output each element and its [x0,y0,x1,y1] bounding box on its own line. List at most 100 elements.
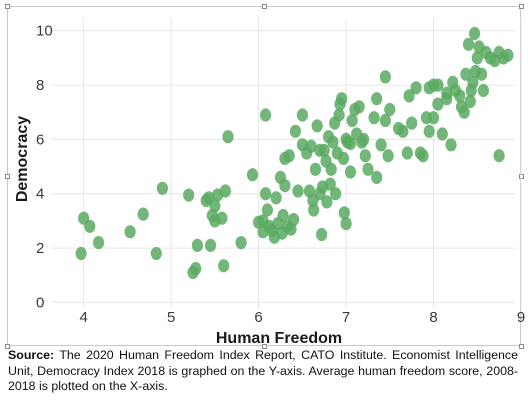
data-points [75,26,514,280]
scatter-point [397,124,409,138]
x-axis-title: Human Freedom [216,330,342,346]
scatter-point [216,211,228,225]
scatter-point [375,138,387,152]
scatter-point [277,208,289,223]
scatter-point [476,67,488,81]
scatter-point [441,92,453,106]
scatter-chart: 0 2 4 6 8 10 4 5 6 7 8 9 Human Freedom Democracy [14,18,526,346]
y-tick-label: 8 [36,77,44,94]
resize-handle-bottom-right[interactable] [519,344,524,349]
scatter-point [379,113,391,127]
scatter-point [260,187,272,201]
scatter-point [469,26,481,41]
scatter-point [346,113,358,127]
scatter-point [417,149,429,163]
scatter-point [344,136,357,151]
scatter-point [336,92,348,106]
scatter-point [209,199,221,213]
scatter-point [75,246,87,261]
y-tick-label: 10 [36,23,53,40]
scatter-point [292,184,304,198]
scatter-point [305,139,317,153]
scatter-point [410,81,422,95]
scatter-point [270,191,282,205]
scatter-point [403,89,415,103]
scatter-point [222,130,234,144]
scatter-point [316,227,328,242]
scatter-point [477,83,489,98]
scatter-point [325,162,337,176]
scatter-point [362,162,374,176]
scatter-point [462,37,475,51]
scatter-point [353,100,365,114]
scatter-point [311,119,323,133]
x-tick-label: 8 [429,309,437,326]
scatter-point [406,116,418,130]
scatter-point [246,168,259,182]
gridlines [52,18,522,308]
scatter-point [204,238,217,252]
scatter-point [124,225,136,239]
scatter-point [471,51,483,65]
scatter-point [327,135,339,149]
scatter-point [368,111,380,125]
y-tick-label: 6 [36,131,44,148]
scatter-point [371,170,383,184]
x-tick-labels: 4 5 6 7 8 9 [80,309,526,326]
scatter-point [321,195,333,209]
scatter-point [458,105,470,119]
scatter-point [333,108,345,122]
scatter-point [296,108,308,122]
scatter-point [432,97,444,111]
scatter-point [401,146,413,160]
scatter-point [467,75,479,89]
y-tick-label: 0 [36,294,44,311]
y-tick-label: 2 [36,240,44,257]
caption-label: Source: [8,348,55,362]
scatter-point [93,236,105,250]
scatter-point [150,246,162,261]
scatter-point [384,102,396,117]
scatter-point [288,213,300,227]
scatter-point [423,124,435,138]
scatter-point [454,89,466,103]
scatter-point [493,149,505,163]
scatter-point [460,67,472,81]
scatter-point [309,162,322,176]
scatter-point [191,238,203,252]
resize-handle-top-left[interactable] [5,4,10,9]
scatter-point [379,70,391,84]
scatter-point [190,261,202,276]
x-tick-label: 7 [342,309,350,326]
resize-handle-top-center[interactable] [262,4,267,9]
scatter-point [235,236,247,250]
scatter-point [502,48,514,62]
scatter-point [156,181,168,195]
caption-text: The 2020 Human Freedom Index Report, CAT… [8,348,518,393]
scatter-point [445,138,457,152]
resize-handle-bottom-left[interactable] [5,344,10,349]
scatter-point [330,187,342,201]
scatter-point [337,151,350,165]
scatter-point [371,92,383,106]
scatter-point [261,203,273,217]
scatter-point [289,124,301,138]
scatter-point [84,219,96,233]
scatter-point [344,165,357,179]
resize-handle-bottom-center[interactable] [262,344,267,349]
scatter-point [318,143,330,157]
scatter-point [283,149,295,163]
y-tick-label: 4 [36,186,44,203]
source-caption: Source: The 2020 Human Freedom Index Rep… [8,348,518,395]
scatter-point [308,203,320,217]
scatter-point [358,132,370,146]
scatter-point [279,179,291,193]
resize-handle-top-right[interactable] [519,4,524,9]
scatter-point [137,207,149,221]
resize-handle-middle-left[interactable] [5,174,10,179]
x-tick-label: 5 [167,309,175,326]
scatter-point [324,177,336,191]
x-tick-label: 4 [80,309,88,326]
scatter-point [338,206,350,220]
scatter-point [340,217,352,231]
